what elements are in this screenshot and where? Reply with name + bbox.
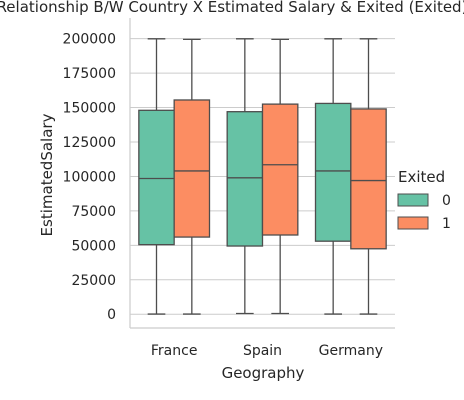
legend: Exited 0 1 xyxy=(397,168,451,232)
legend-title: Exited xyxy=(398,168,445,186)
legend-swatch xyxy=(397,193,429,207)
y-tick-label: 75000 xyxy=(71,204,116,220)
y-axis-label: EstimatedSalary xyxy=(38,113,56,236)
y-tick-label: 25000 xyxy=(71,273,116,289)
box-france-exited-1 xyxy=(173,38,211,315)
iqr-box xyxy=(138,109,175,246)
iqr-box xyxy=(314,102,352,242)
axes: 0 25000 50000 75000 100000 125000 150000 175000… xyxy=(63,18,395,359)
iqr-box xyxy=(261,103,299,236)
x-tick-label: France xyxy=(151,343,198,359)
chart-title: Relationship B/W Country X Estimated Sal… xyxy=(0,0,464,16)
legend-label: 0 xyxy=(442,193,451,209)
box-germany-exited-0 xyxy=(314,38,352,315)
legend-swatch xyxy=(397,216,429,230)
y-tick-label: 50000 xyxy=(71,238,116,254)
y-tick-label: 175000 xyxy=(63,66,116,82)
boxes xyxy=(138,38,387,315)
iqr-box xyxy=(350,108,387,250)
box-spain-exited-1 xyxy=(261,38,299,315)
x-tick-label: Spain xyxy=(243,343,282,359)
y-tick-label: 150000 xyxy=(63,101,116,117)
box-france-exited-0 xyxy=(138,38,175,315)
iqr-box xyxy=(226,111,264,247)
y-tick-label: 0 xyxy=(107,307,116,323)
y-tick-label: 125000 xyxy=(63,135,116,151)
legend-label: 1 xyxy=(442,216,451,232)
box-spain-exited-0 xyxy=(226,38,264,315)
iqr-box xyxy=(173,99,211,238)
x-axis-label: Geography xyxy=(222,364,305,382)
x-tick-label: Germany xyxy=(319,343,383,359)
y-tick-label: 200000 xyxy=(63,32,116,48)
y-tick-label: 100000 xyxy=(63,169,116,185)
box-germany-exited-1 xyxy=(350,38,387,315)
